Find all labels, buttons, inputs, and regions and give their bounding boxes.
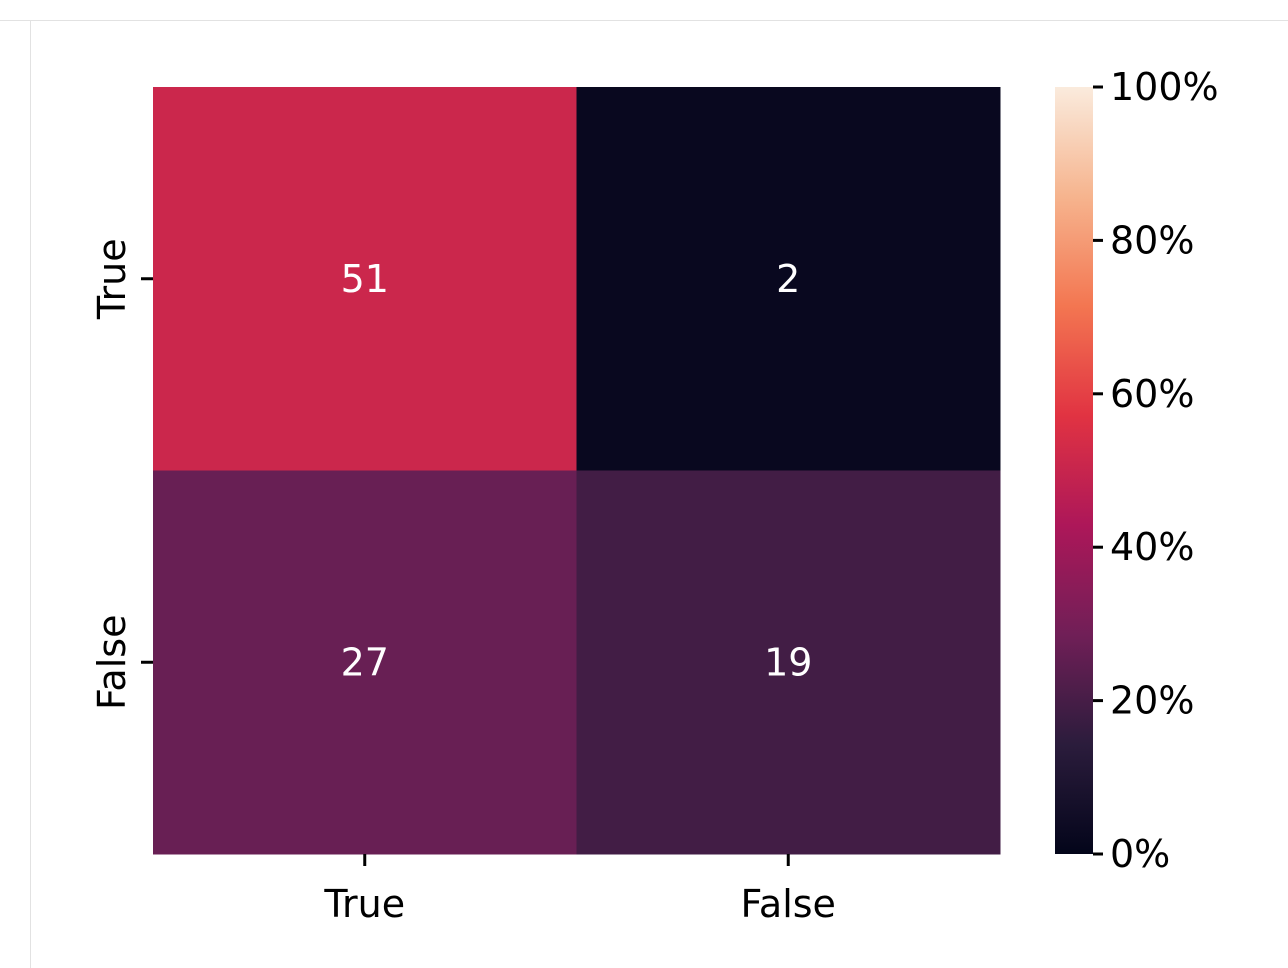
cell-annotation-r0-c1: 2 — [776, 257, 800, 301]
colorbar-tick-label-3: 60% — [1110, 372, 1194, 416]
cell-annotation-r1-c0: 27 — [341, 640, 389, 684]
y-axis: True False — [90, 238, 153, 710]
colorbar-tick-label-2: 40% — [1110, 525, 1194, 569]
heatmap-cell-r1-c0 — [153, 470, 577, 855]
x-tick-label-0: True — [323, 882, 405, 926]
heatmap-cell-r0-c1 — [576, 87, 1001, 471]
heatmap-cell-r1-c1 — [576, 470, 1001, 855]
colorbar-gradient — [1055, 87, 1093, 854]
page-border-left — [30, 20, 31, 968]
heatmap-cell-labels: 51 2 27 19 — [341, 257, 813, 685]
colorbar-tick-label-0: 0% — [1110, 832, 1170, 876]
x-tick-label-1: False — [741, 882, 836, 926]
cell-annotation-r1-c1: 19 — [764, 640, 812, 684]
colorbar-tick-label-1: 20% — [1110, 679, 1194, 723]
page-border-top — [0, 20, 1288, 21]
heatmap-cells — [153, 87, 1001, 855]
heatmap-cell-r0-c0 — [153, 87, 577, 471]
colorbar: 0% 20% 40% 60% 80% 100% — [1055, 65, 1219, 876]
colorbar-tick-label-4: 80% — [1110, 218, 1194, 262]
colorbar-tick-label-5: 100% — [1110, 65, 1219, 109]
y-tick-label-0: True — [90, 238, 134, 320]
x-axis: True False — [323, 854, 836, 926]
cell-annotation-r0-c0: 51 — [341, 257, 389, 301]
y-tick-label-1: False — [90, 615, 134, 710]
